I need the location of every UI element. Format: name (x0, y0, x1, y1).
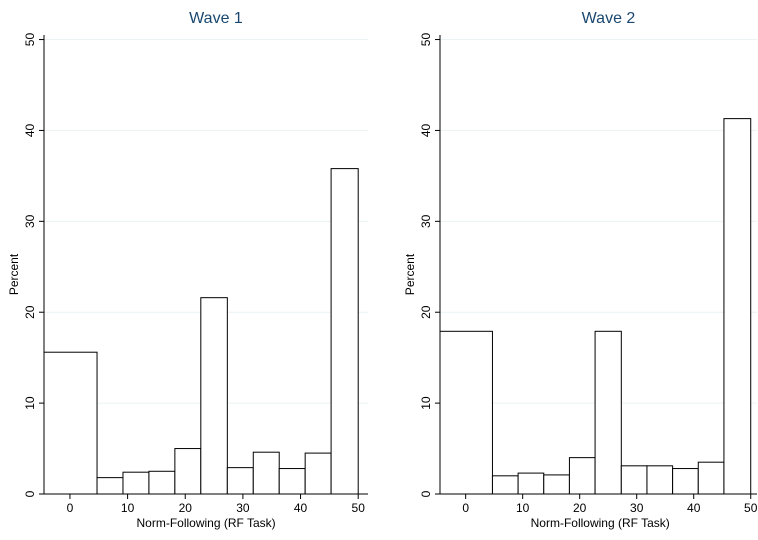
y-tick-label: 30 (23, 214, 37, 228)
bar (620, 465, 648, 495)
y-tick-label: 30 (419, 214, 433, 228)
x-tick-label: 20 (573, 501, 587, 515)
bar (330, 168, 359, 495)
x-tick-label: 30 (630, 501, 644, 515)
x-tick-label: 40 (687, 501, 701, 515)
y-tick-label: 0 (23, 490, 37, 497)
bar (148, 470, 176, 495)
bar (439, 330, 493, 495)
y-axis-label: Percent (403, 253, 417, 295)
bar (278, 468, 306, 495)
chart-title: Wave 1 (189, 10, 243, 27)
bar (723, 118, 752, 495)
bar (594, 330, 622, 495)
bar (491, 475, 519, 495)
y-tick-label: 40 (23, 123, 37, 137)
x-tick-label: 30 (236, 501, 250, 515)
x-axis-label: Norm-Following (RF Task) (137, 516, 276, 530)
x-tick-label: 0 (462, 501, 469, 515)
bar (122, 471, 150, 495)
y-axis-label: Percent (7, 253, 21, 295)
y-tick-label: 50 (23, 33, 37, 47)
bar (96, 477, 124, 495)
y-tick-label: 40 (419, 123, 433, 137)
bar (697, 461, 725, 495)
bar (646, 465, 674, 495)
y-tick-label: 20 (23, 305, 37, 319)
x-tick-label: 50 (744, 501, 758, 515)
bar (174, 448, 202, 495)
y-tick-label: 0 (419, 490, 433, 497)
bar (304, 452, 332, 495)
bar (200, 297, 228, 495)
bar (226, 467, 254, 495)
x-tick-label: 20 (179, 501, 193, 515)
bar (252, 451, 280, 495)
chart-title: Wave 2 (582, 10, 636, 27)
y-tick-label: 20 (419, 305, 433, 319)
y-tick-label: 10 (23, 396, 37, 410)
bar (517, 472, 545, 495)
x-tick-label: 10 (121, 501, 135, 515)
bar (672, 468, 699, 495)
x-tick-label: 50 (352, 501, 366, 515)
y-tick-label: 50 (419, 33, 433, 47)
y-tick-label: 10 (419, 396, 433, 410)
x-tick-label: 10 (516, 501, 530, 515)
bar (43, 351, 98, 495)
bar (543, 474, 570, 495)
bar (568, 457, 596, 495)
x-tick-label: 40 (294, 501, 308, 515)
x-axis-label: Norm-Following (RF Task) (531, 516, 670, 530)
x-tick-label: 0 (67, 501, 74, 515)
